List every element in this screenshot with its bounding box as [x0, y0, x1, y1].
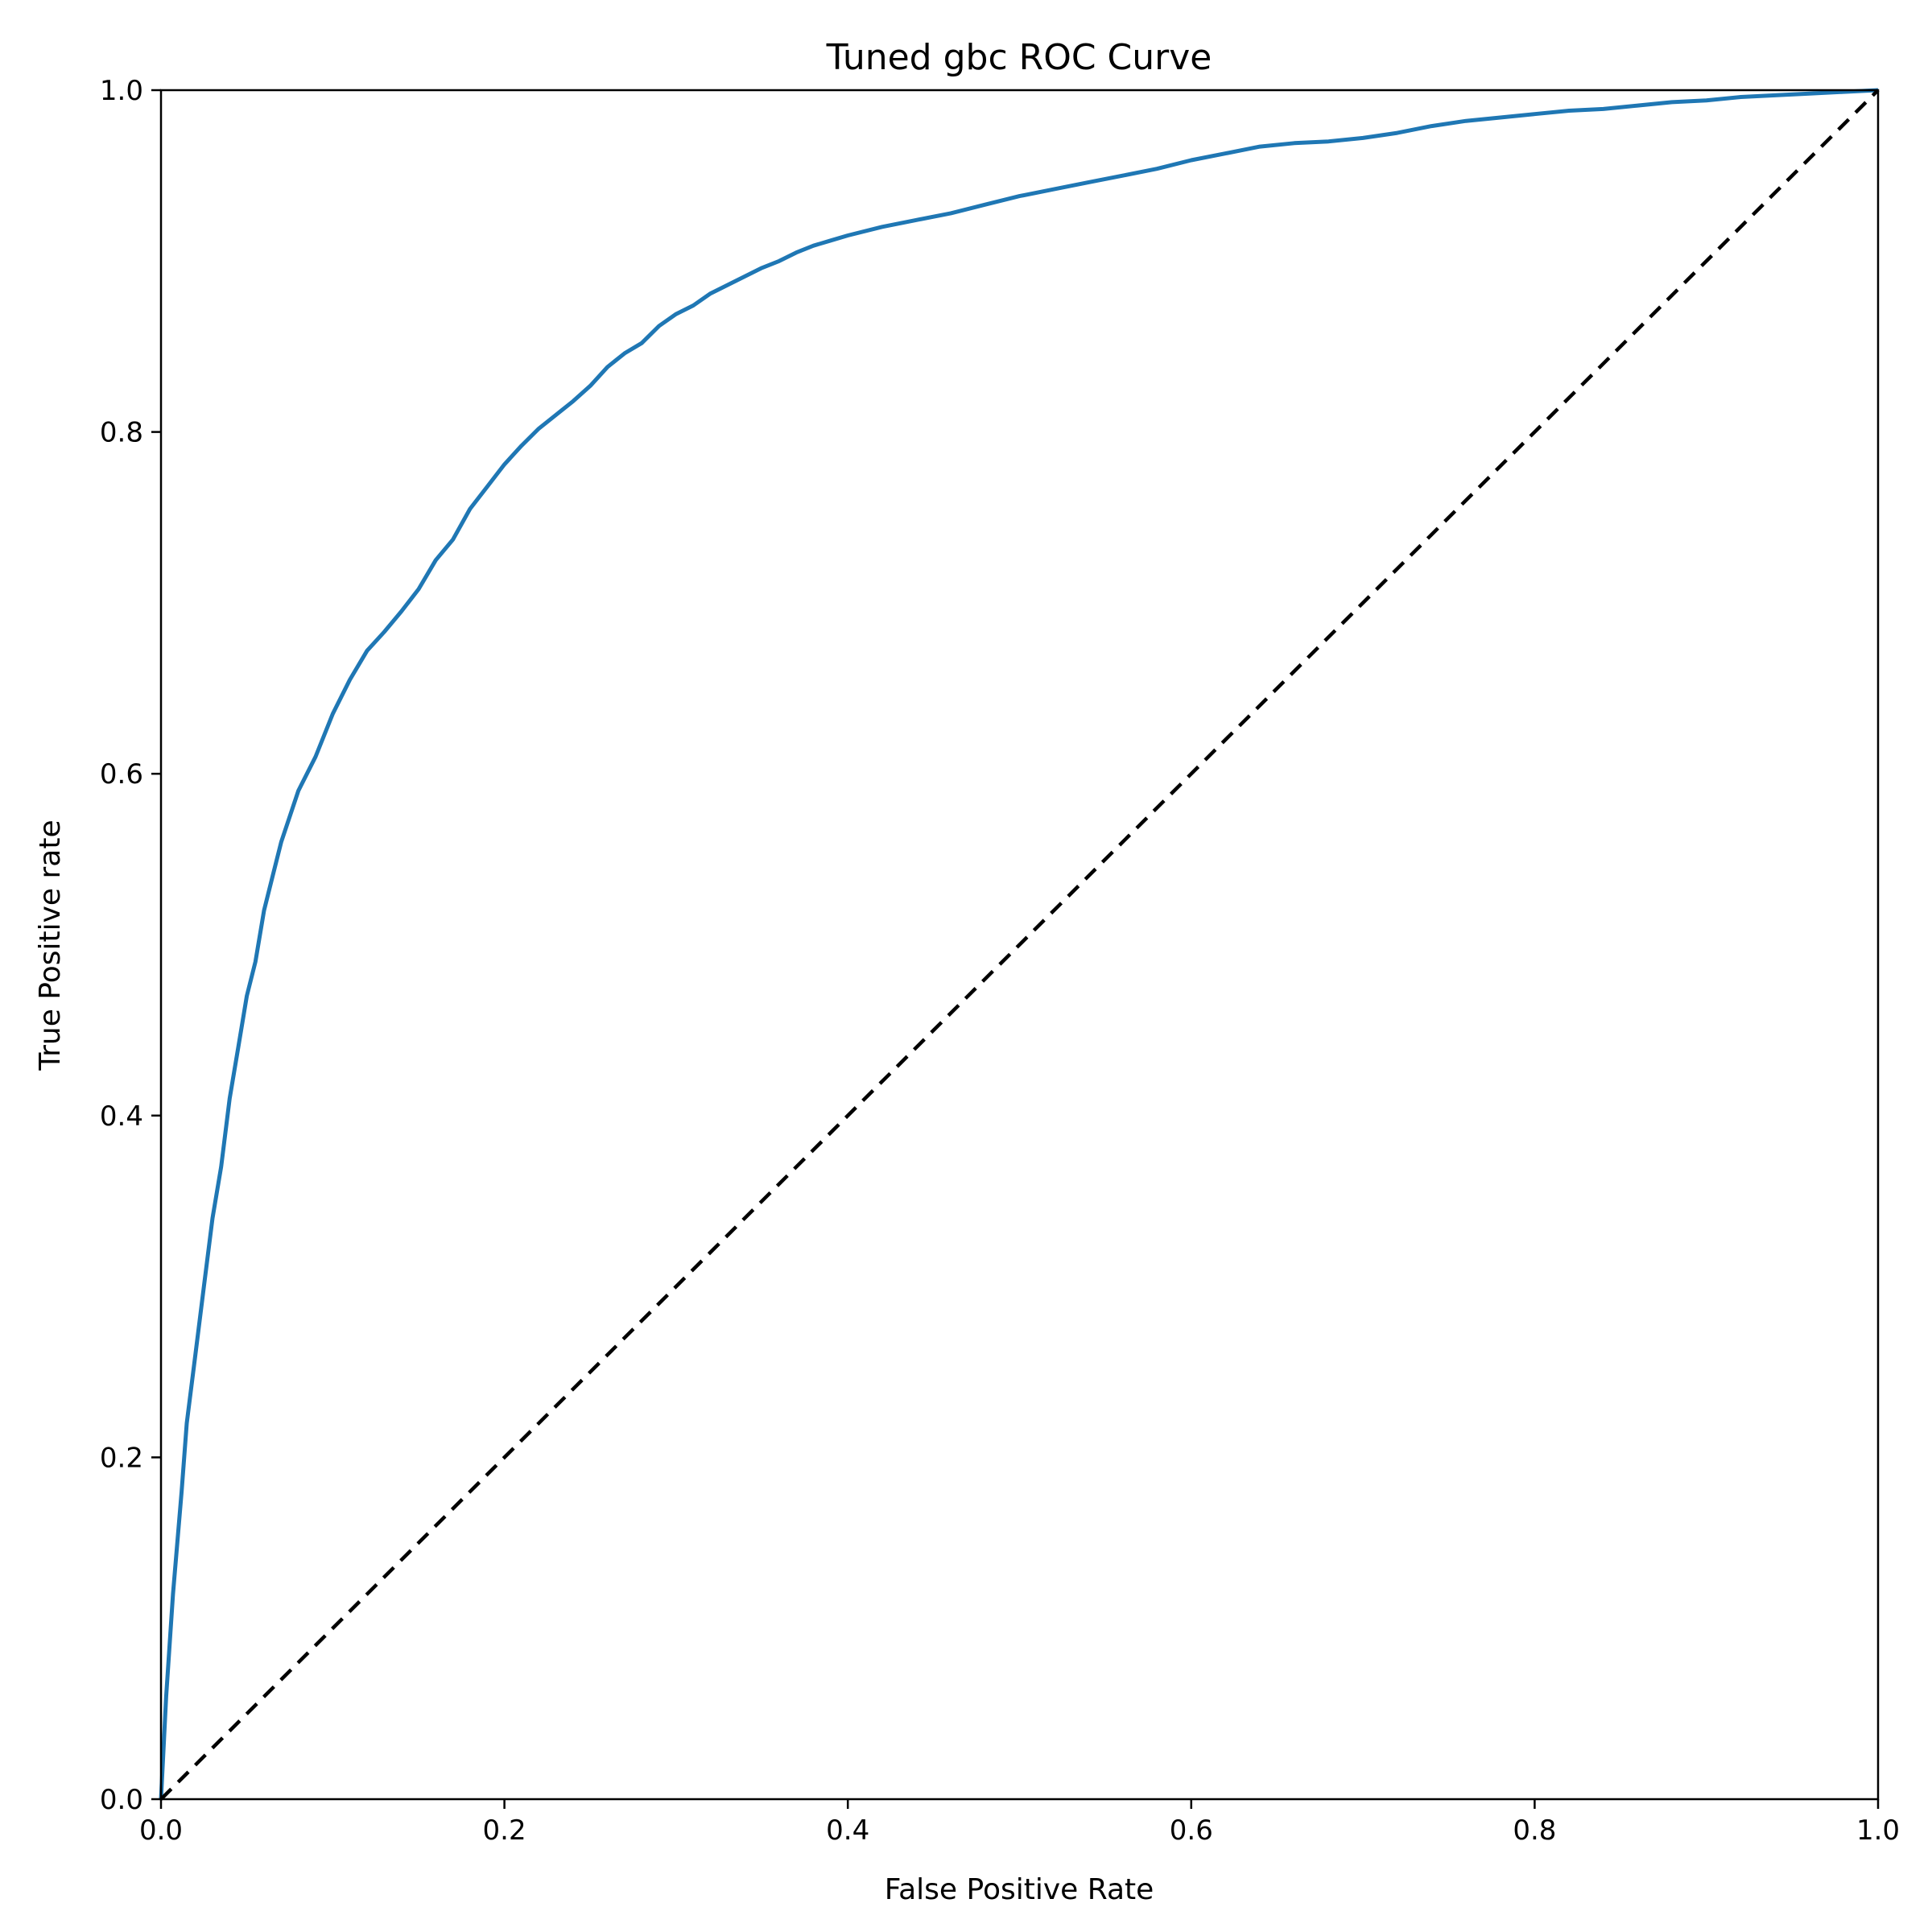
x-tick-label: 1.0 — [1856, 1814, 1900, 1847]
x-tick-label: 0.0 — [139, 1814, 183, 1847]
y-tick-label: 0.0 — [100, 1784, 143, 1816]
ticks-layer: 0.0 0.2 0.4 0.6 0.8 1.0 0.0 0.2 0.4 0.6 0.8 1.0 — [100, 75, 1900, 1847]
x-axis-label: False Positive Rate — [885, 1873, 1154, 1906]
x-tick-label: 0.4 — [826, 1814, 869, 1847]
y-tick-label: 0.8 — [100, 417, 143, 449]
y-tick-label: 1.0 — [100, 75, 143, 107]
x-tick-label: 0.2 — [483, 1814, 526, 1847]
x-tick-label: 0.6 — [1170, 1814, 1213, 1847]
y-axis-label: True Positive rate — [34, 819, 67, 1071]
x-tick-label: 0.8 — [1513, 1814, 1556, 1847]
chart-title: Tuned gbc ROC Curve — [826, 37, 1212, 78]
y-tick-label: 0.4 — [100, 1100, 143, 1133]
chance-diagonal-line — [159, 89, 1880, 1801]
y-tick-label: 0.2 — [100, 1442, 143, 1474]
series-layer — [159, 88, 1880, 1801]
roc-curve-line — [159, 88, 1879, 1800]
plot-frame — [159, 89, 1880, 1801]
y-tick-label: 0.6 — [100, 758, 143, 791]
